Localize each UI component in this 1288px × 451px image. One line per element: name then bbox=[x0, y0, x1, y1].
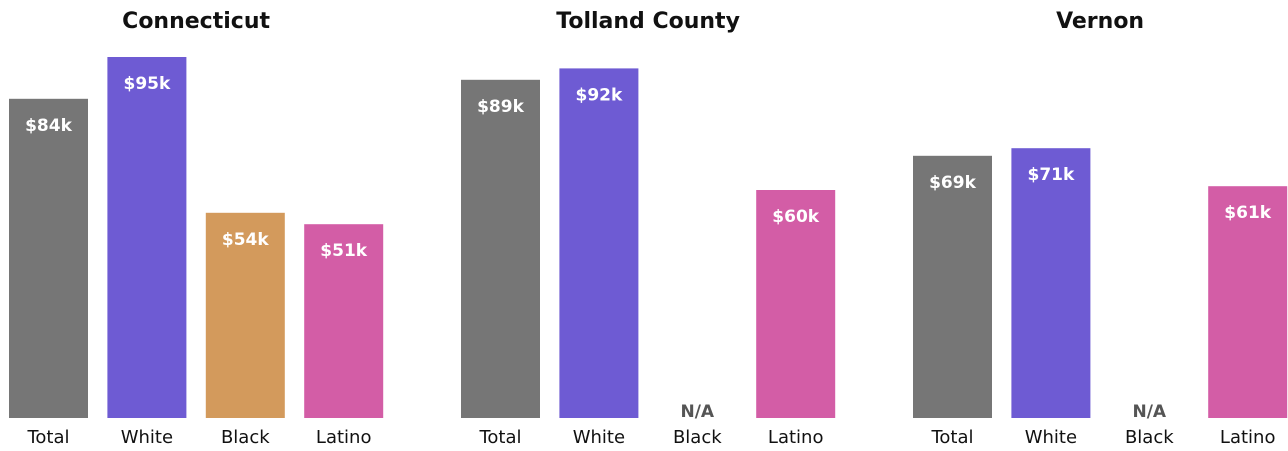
panel-title: Vernon bbox=[1056, 9, 1144, 34]
category-label: Latino bbox=[1220, 427, 1276, 448]
data-label: $84k bbox=[25, 116, 72, 136]
data-label: $92k bbox=[576, 85, 623, 105]
chart-panel-0: Connecticut $84k Total $95k White $54k Black $5… bbox=[9, 9, 383, 448]
chart-panel-1: Tolland County $89k Total $92k White N/A Black… bbox=[461, 9, 835, 448]
data-label: $61k bbox=[1224, 203, 1271, 223]
bar-total bbox=[461, 80, 540, 418]
chart-panel-2: Vernon $69k Total $71k White N/A Black $61k Lati… bbox=[913, 9, 1287, 448]
panel-title: Connecticut bbox=[122, 9, 270, 34]
data-label: $51k bbox=[320, 241, 367, 261]
bar-white bbox=[1011, 148, 1090, 418]
category-label: Latino bbox=[768, 427, 824, 448]
bar-total bbox=[913, 156, 992, 418]
data-label: $89k bbox=[477, 97, 524, 117]
bar-total bbox=[9, 99, 88, 418]
panel-title: Tolland County bbox=[556, 9, 740, 34]
category-label: White bbox=[121, 427, 173, 448]
na-label: N/A bbox=[1133, 402, 1167, 422]
category-label: White bbox=[573, 427, 625, 448]
data-label: $69k bbox=[929, 173, 976, 193]
category-label: Total bbox=[478, 427, 521, 448]
category-label: Black bbox=[1125, 427, 1174, 448]
category-label: Black bbox=[221, 427, 270, 448]
category-label: White bbox=[1025, 427, 1077, 448]
bar-white bbox=[107, 57, 186, 418]
data-label: $95k bbox=[124, 74, 171, 94]
na-label: N/A bbox=[681, 402, 715, 422]
data-label: $71k bbox=[1028, 165, 1075, 185]
bar-white bbox=[559, 68, 638, 418]
category-label: Black bbox=[673, 427, 722, 448]
category-label: Total bbox=[930, 427, 973, 448]
data-label: $54k bbox=[222, 230, 269, 250]
category-label: Latino bbox=[316, 427, 372, 448]
category-label: Total bbox=[26, 427, 69, 448]
data-label: $60k bbox=[772, 207, 819, 227]
